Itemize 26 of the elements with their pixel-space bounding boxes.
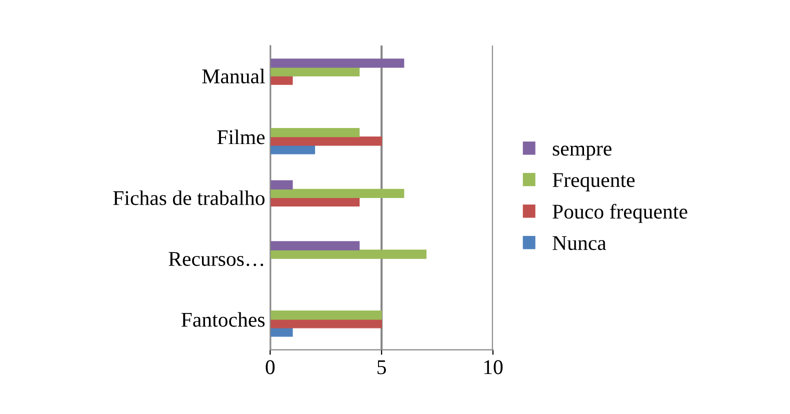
bar xyxy=(270,310,382,320)
y-tick-label: Fichas de trabalho xyxy=(113,190,265,206)
bar xyxy=(270,180,293,190)
x-tick-label: 0 xyxy=(266,360,275,374)
bar xyxy=(270,128,360,138)
bar xyxy=(270,144,316,154)
y-tick-label: Filme xyxy=(217,130,265,144)
bar xyxy=(270,250,426,259)
x-tick-label: 10 xyxy=(484,360,503,374)
bar xyxy=(270,241,360,250)
y-tick-label: Recursos… xyxy=(168,252,264,266)
legend-label: Nunca xyxy=(552,236,606,250)
bar xyxy=(270,328,293,337)
bar xyxy=(270,136,382,146)
y-tick-label: Fantoches xyxy=(181,312,265,327)
bar xyxy=(270,319,382,328)
bar xyxy=(270,188,404,198)
y-tick-label: Manual xyxy=(202,68,265,84)
bar xyxy=(270,58,404,68)
bar xyxy=(270,76,293,85)
legend-label: sempre xyxy=(552,146,612,160)
legend-label: Frequente xyxy=(552,173,635,192)
legend-label: Pouco frequente xyxy=(552,204,688,223)
bar xyxy=(270,67,360,76)
bar xyxy=(270,197,360,207)
x-tick-label: 5 xyxy=(378,360,386,374)
